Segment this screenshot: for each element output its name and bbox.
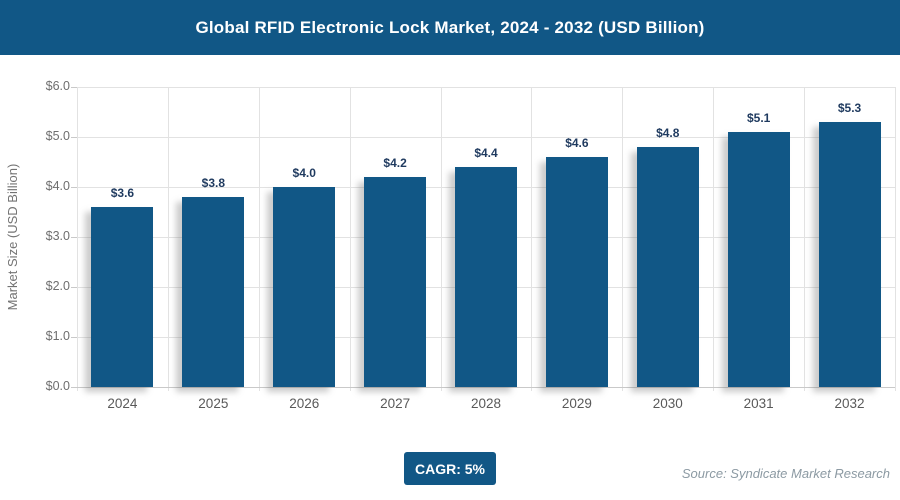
bar-value-label: $5.3 (837, 101, 862, 115)
x-gridline (440, 87, 442, 391)
bar (818, 122, 881, 387)
bar (636, 147, 699, 387)
bar (91, 207, 154, 387)
y-tick-mark (71, 137, 77, 138)
bar-value-label: $4.8 (656, 126, 680, 140)
y-gridline (77, 137, 895, 138)
x-gridline (258, 87, 260, 391)
bar-value-label: $5.1 (746, 111, 771, 125)
bar-value-label: $4.2 (383, 156, 407, 170)
x-category-label: 2032 (834, 396, 865, 411)
y-tick-mark (71, 387, 77, 388)
y-axis-title: Market Size (USD Billion) (5, 163, 20, 311)
bar (545, 157, 608, 387)
y-tick-label: $3.0 (45, 229, 70, 243)
y-tick-label: $6.0 (45, 79, 70, 93)
y-tick-label: $5.0 (45, 129, 70, 143)
y-gridline (77, 87, 895, 88)
y-tick-label: $4.0 (45, 179, 70, 193)
source-credit: Source: Syndicate Market Research (681, 466, 890, 481)
x-gridline (895, 87, 896, 391)
bar (727, 132, 790, 387)
x-category-label: 2027 (380, 396, 411, 411)
bar-value-label: $3.6 (110, 186, 135, 200)
bar-value-label: $4.6 (565, 136, 589, 150)
x-category-label: 2024 (107, 396, 138, 411)
x-category-label: 2029 (561, 396, 592, 411)
bar-value-label: $4.0 (292, 166, 316, 180)
x-category-label: 2031 (743, 396, 774, 411)
y-tick-mark (71, 187, 77, 188)
y-tick-mark (71, 237, 77, 238)
bar-value-label: $3.8 (201, 176, 225, 190)
x-gridline (77, 87, 78, 391)
x-category-label: 2025 (198, 396, 229, 411)
y-tick-mark (71, 287, 77, 288)
y-tick-label: $1.0 (45, 329, 70, 343)
x-gridline (349, 87, 351, 391)
bar (364, 177, 427, 387)
bar (182, 197, 245, 387)
cagr-badge: CAGR: 5% (404, 452, 496, 485)
y-tick-label: $0.0 (45, 379, 70, 393)
y-tick-mark (71, 337, 77, 338)
x-gridline (167, 87, 169, 391)
y-tick-label: $2.0 (45, 279, 70, 293)
plot-area: $0.0 $1.0 $2.0 $3.0 $4.0 $5.0 $6.0 $3.6 2024 $3.8… (46, 79, 896, 411)
y-tick-mark (71, 87, 77, 88)
bar-value-label: $4.4 (474, 146, 498, 160)
x-gridline (531, 87, 533, 391)
bar (455, 167, 517, 387)
x-gridline (804, 87, 806, 391)
x-category-label: 2030 (652, 396, 683, 411)
x-axis-line (77, 387, 895, 388)
x-gridline (622, 87, 624, 391)
bar (273, 187, 336, 387)
x-category-label: 2026 (289, 396, 320, 411)
x-category-label: 2028 (470, 396, 502, 411)
x-gridline (713, 87, 715, 391)
chart-title-bar: Global RFID Electronic Lock Market, 2024… (0, 0, 900, 55)
cagr-badge-label: CAGR: 5% (414, 460, 485, 477)
chart-title: Global RFID Electronic Lock Market, 2024… (195, 17, 705, 37)
